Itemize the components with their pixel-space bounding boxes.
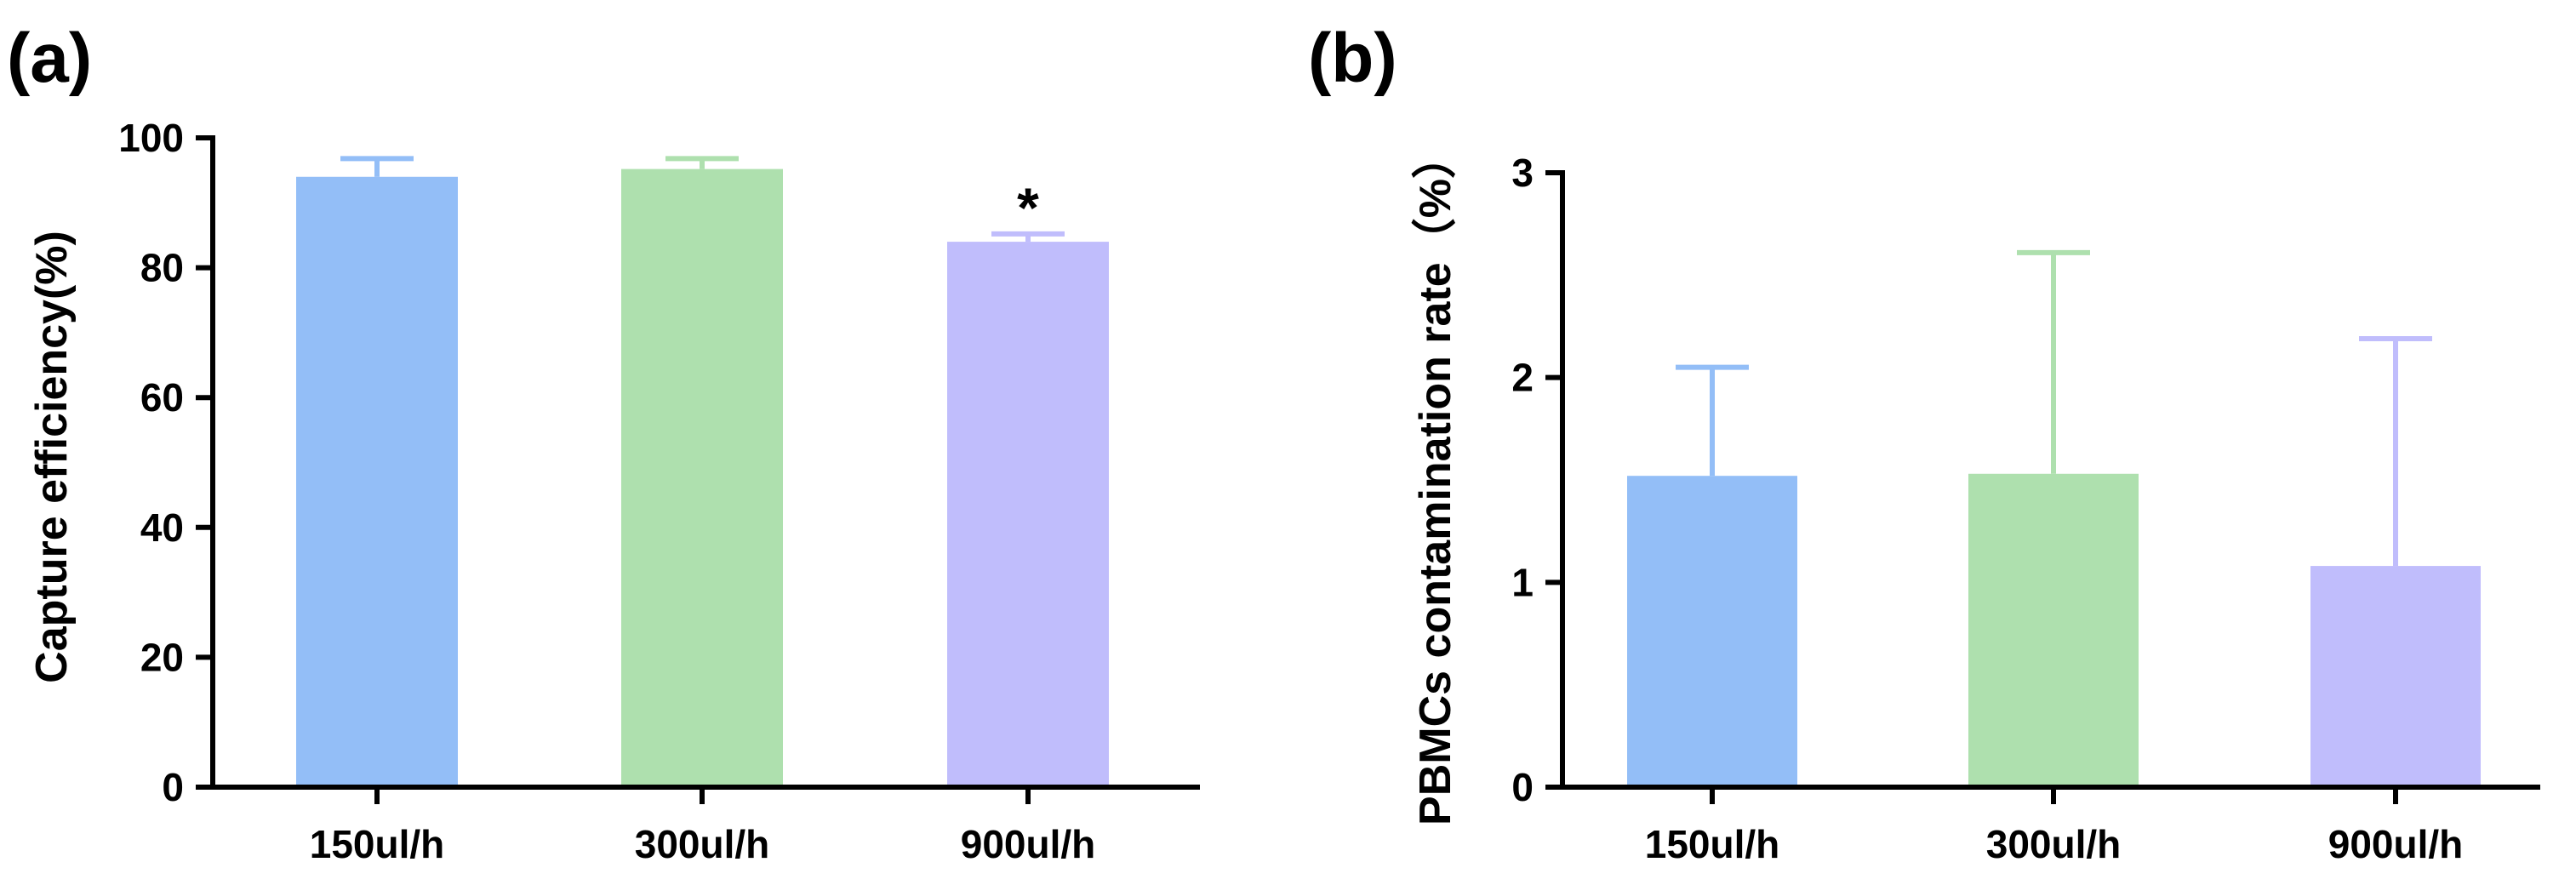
- y-tick-label-2: 20: [140, 635, 184, 679]
- panel-b-error-bars: [1676, 249, 2432, 567]
- y-tick-label-1: 0: [1511, 765, 1534, 809]
- panel-b-axes: [1560, 170, 2540, 790]
- panel-b: (b) PBMCs contamination rate（%） 0 1 2 3 150…: [1308, 20, 2540, 866]
- panel-b-y-axis-title: PBMCs contamination rate（%）: [1411, 134, 1460, 825]
- y-tick-label-4: 3: [1511, 151, 1534, 195]
- y-tick-label-3: 2: [1511, 356, 1534, 400]
- bar-1: [296, 176, 458, 787]
- bar-3: [2310, 566, 2481, 787]
- y-tick-label-2: 1: [1511, 560, 1534, 604]
- panel-a-label: (a): [7, 20, 92, 97]
- x-tick-label-1: 150ul/h: [1645, 822, 1780, 866]
- y-tick-label-4: 60: [140, 375, 184, 420]
- panel-a-annotations: *: [1017, 176, 1039, 239]
- panel-a: (a) Capture efficiency(%) * 0 20 40 60 80 100…: [7, 20, 1200, 866]
- bar-3: [947, 242, 1109, 788]
- x-tick-label-2: 300ul/h: [635, 822, 770, 866]
- y-tick-label-1: 0: [162, 765, 184, 809]
- bar-1: [1627, 476, 1797, 787]
- panel-b-bars: [1627, 473, 2481, 787]
- bar-2: [621, 168, 783, 787]
- x-tick-label-2: 300ul/h: [1986, 822, 2122, 866]
- panel-b-label: (b): [1308, 20, 1397, 97]
- y-tick-label-5: 80: [140, 246, 184, 290]
- panel-b-y-ticks: 0 1 2 3: [1511, 151, 1562, 809]
- panel-a-y-ticks: 0 20 40 60 80 100: [118, 116, 213, 809]
- panel-a-x-ticks: 150ul/h 300ul/h 900ul/h: [310, 787, 1096, 866]
- x-tick-label-3: 900ul/h: [2328, 822, 2464, 866]
- x-tick-label-3: 900ul/h: [961, 822, 1096, 866]
- x-tick-label-1: 150ul/h: [310, 822, 445, 866]
- significance-marker-3: *: [1017, 176, 1039, 239]
- panel-a-y-axis-title: Capture efficiency(%): [27, 231, 77, 683]
- panel-a-error-bars: [340, 156, 1065, 243]
- panel-a-bars: [296, 168, 1109, 788]
- y-tick-label-6: 100: [118, 116, 184, 160]
- y-tick-label-3: 40: [140, 505, 184, 550]
- panel-b-x-ticks: 150ul/h 300ul/h 900ul/h: [1645, 787, 2464, 866]
- bar-2: [1968, 473, 2139, 787]
